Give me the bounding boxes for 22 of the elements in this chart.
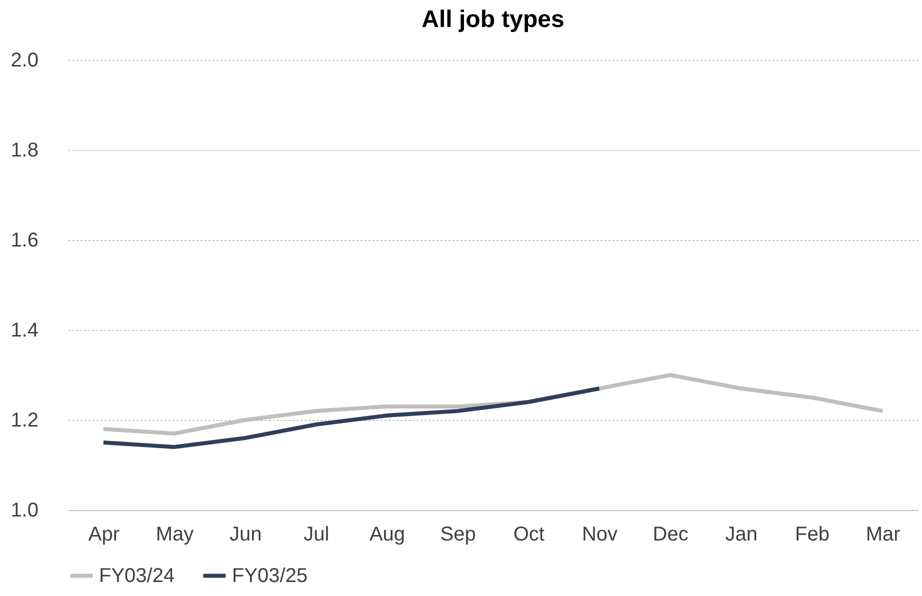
x-tick-label: Mar [866, 524, 901, 546]
x-tick-label: Jan [725, 524, 758, 546]
y-tick-label: 1.4 [10, 320, 38, 342]
x-tick-label: Dec [652, 524, 688, 546]
chart-title: All job types [422, 6, 564, 33]
x-tick-label: Aug [369, 524, 406, 546]
y-tick-label: 1.2 [10, 410, 38, 432]
y-tick-label: 2.0 [10, 50, 38, 72]
x-tick-label: Nov [582, 524, 618, 546]
y-tick-label: 1.8 [10, 140, 38, 162]
x-tick-label: Sep [440, 524, 476, 546]
line-series [101, 386, 602, 449]
x-tick-label: Oct [513, 524, 545, 546]
x-tick-label: Jul [304, 524, 330, 546]
y-tick-label: 1.0 [10, 500, 38, 522]
x-tick-label: Apr [88, 524, 120, 546]
legend-label: FY03/25 [232, 564, 308, 587]
x-tick-label: May [156, 524, 194, 546]
x-tick-label: Jun [229, 524, 262, 546]
y-tick-label: 1.6 [10, 230, 38, 252]
legend-label: FY03/24 [99, 564, 175, 587]
x-tick-label: Feb [795, 524, 830, 546]
